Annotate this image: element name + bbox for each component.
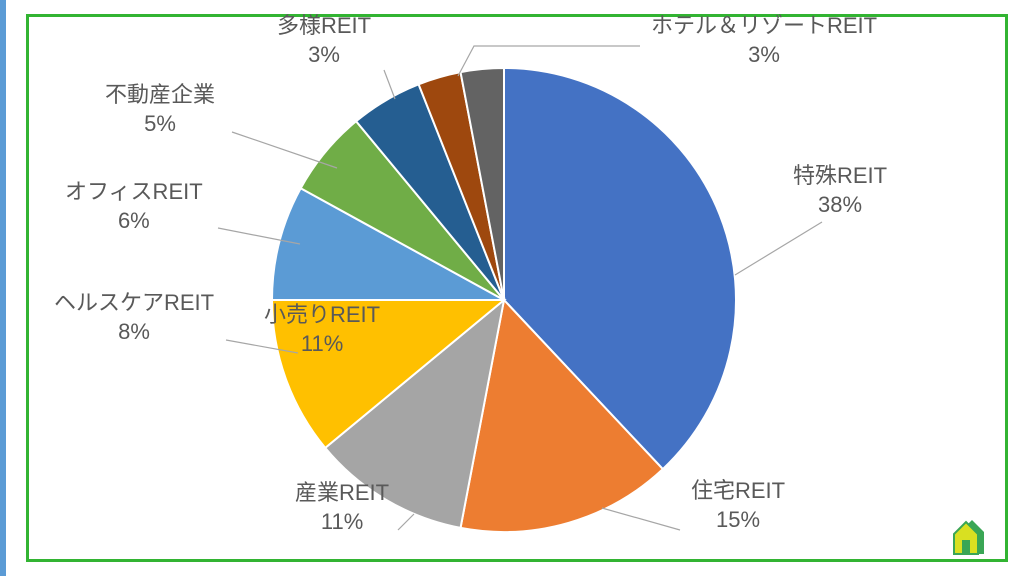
leader-line (398, 514, 414, 530)
slice-label-name: ヘルスケアREIT (54, 288, 214, 318)
slice-label-name: 不動産企業 (105, 80, 215, 110)
slice-label-name: 小売りREIT (264, 300, 380, 330)
slice-label-pct: 15% (691, 505, 785, 535)
slice-label-name: 産業REIT (295, 478, 389, 508)
slice-label-pct: 11% (264, 329, 380, 359)
slice-label-name: ホテル＆リゾートREIT (651, 11, 877, 41)
slice-label: 特殊REIT38% (793, 161, 887, 220)
slice-label-pct: 5% (105, 109, 215, 139)
slice-label-pct: 3% (277, 40, 371, 70)
brand-logo-icon (948, 514, 992, 558)
slice-label-name: 特殊REIT (793, 161, 887, 191)
slice-label-name: オフィスREIT (65, 177, 203, 207)
slice-label: ホテル＆リゾートREIT3% (651, 11, 877, 70)
slice-label-pct: 6% (65, 206, 203, 236)
slice-label-name: 住宅REIT (691, 476, 785, 506)
slice-label-name: 多様REIT (277, 11, 371, 41)
slice-label: ヘルスケアREIT8% (54, 288, 214, 347)
slice-label: 小売りREIT11% (264, 300, 380, 359)
slice-label: 産業REIT11% (295, 478, 389, 537)
slice-label-pct: 8% (54, 317, 214, 347)
slice-label-pct: 11% (295, 507, 389, 537)
slice-label: 不動産企業5% (105, 80, 215, 139)
slice-label: 住宅REIT15% (691, 476, 785, 535)
leader-line (384, 70, 395, 99)
leader-line (602, 508, 680, 530)
slice-label-pct: 38% (793, 190, 887, 220)
slice-label-pct: 3% (651, 40, 877, 70)
slice-label: オフィスREIT6% (65, 177, 203, 236)
slice-label: 多様REIT3% (277, 11, 371, 70)
leader-line (232, 132, 337, 168)
leader-line (735, 222, 822, 275)
